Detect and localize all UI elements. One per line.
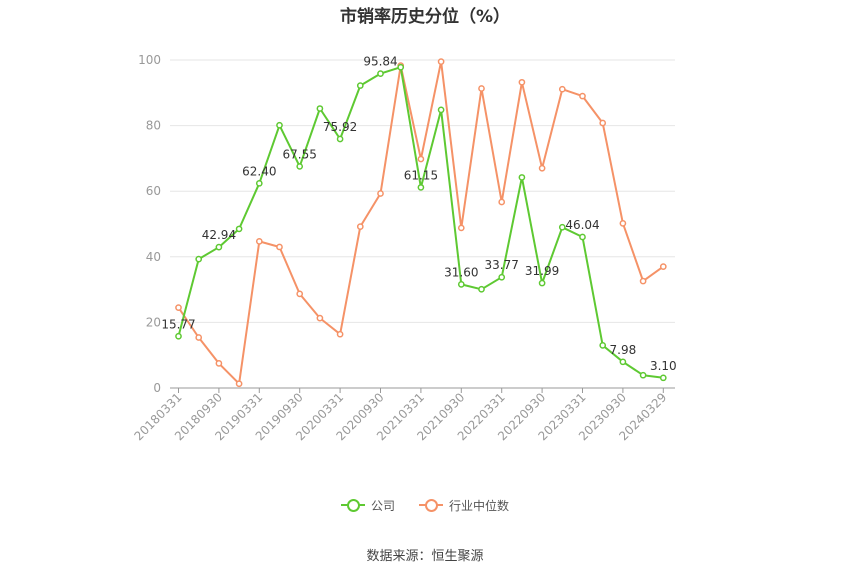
legend-swatch-industry: [419, 496, 443, 514]
data-point: [478, 285, 485, 293]
data-point: [255, 238, 263, 245]
data-point: [336, 135, 344, 143]
data-point: [255, 179, 263, 187]
data-point: [639, 277, 647, 285]
data-label: 3.10: [650, 359, 677, 373]
data-label: 67.55: [283, 147, 317, 161]
data-point: [437, 106, 445, 114]
data-point: [235, 225, 243, 233]
data-point: [498, 273, 506, 281]
legend-item-company[interactable]: 公司: [340, 496, 395, 514]
data-point: [276, 121, 283, 129]
data-point: [417, 184, 425, 191]
data-point: [478, 85, 485, 92]
legend-label-industry: 行业中位数: [449, 498, 510, 513]
data-label: 61.15: [404, 168, 438, 182]
data-point: [619, 358, 627, 366]
data-label: 42.94: [202, 228, 236, 242]
y-tick-label: 100: [138, 53, 161, 67]
y-tick-label: 40: [146, 250, 161, 264]
data-point: [175, 332, 182, 340]
data-label: 95.84: [363, 55, 397, 69]
data-point: [579, 233, 586, 241]
series-industry: [175, 58, 667, 388]
series-company: [175, 63, 667, 382]
data-point: [377, 70, 384, 77]
data-point: [397, 63, 405, 71]
data-point: [498, 198, 506, 206]
data-labels: 15.77 42.94 62.40 67.55 75.92 95.84 61.15 31.60…: [161, 55, 676, 373]
data-point: [316, 105, 324, 112]
data-point: [356, 82, 364, 89]
y-tick-label: 60: [146, 184, 161, 198]
data-point: [659, 263, 667, 270]
data-point: [518, 174, 526, 181]
data-point: [296, 290, 304, 298]
data-point: [518, 78, 526, 86]
y-tick-label: 80: [146, 119, 161, 133]
data-label: 31.99: [525, 264, 559, 278]
data-point: [417, 155, 425, 163]
data-label: 15.77: [161, 317, 195, 331]
data-source: 数据来源：恒生聚源: [366, 549, 484, 564]
chart-title: 市销率历史分位（%）: [339, 7, 511, 27]
data-point: [437, 58, 445, 65]
data-point: [579, 92, 586, 100]
data-point: [215, 243, 223, 251]
data-point: [599, 342, 607, 349]
data-point: [558, 85, 566, 93]
data-label: 31.60: [444, 265, 478, 279]
data-label: 33.77: [485, 258, 519, 272]
data-point: [195, 334, 203, 341]
data-point: [377, 190, 384, 197]
data-point: [558, 223, 566, 231]
data-point: [215, 360, 223, 367]
data-point: [599, 119, 607, 127]
data-point: [457, 281, 465, 288]
data-label: 75.92: [323, 120, 357, 134]
y-tick-label: 0: [153, 381, 161, 395]
data-point: [457, 224, 465, 232]
data-point: [336, 330, 344, 338]
data-point: [175, 304, 182, 311]
data-label: 62.40: [242, 164, 276, 178]
data-point: [296, 163, 304, 170]
data-label: 7.98: [610, 343, 637, 357]
y-tick-label: 20: [146, 315, 161, 329]
data-point: [276, 243, 283, 251]
data-point: [619, 219, 627, 227]
legend-item-industry[interactable]: 行业中位数: [419, 496, 509, 514]
data-point: [639, 371, 647, 379]
legend-label-company: 公司: [370, 498, 395, 513]
data-point: [538, 164, 546, 172]
legend-swatch-company: [340, 496, 365, 514]
data-point: [538, 279, 546, 287]
data-point: [659, 374, 667, 382]
series: [175, 58, 667, 388]
data-point: [316, 314, 324, 322]
data-point: [356, 223, 364, 230]
data-point: [235, 380, 243, 388]
data-label: 46.04: [565, 218, 599, 232]
grid-lines: [170, 59, 675, 323]
legend: 公司 行业中位数: [0, 496, 850, 514]
data-point: [195, 255, 203, 263]
